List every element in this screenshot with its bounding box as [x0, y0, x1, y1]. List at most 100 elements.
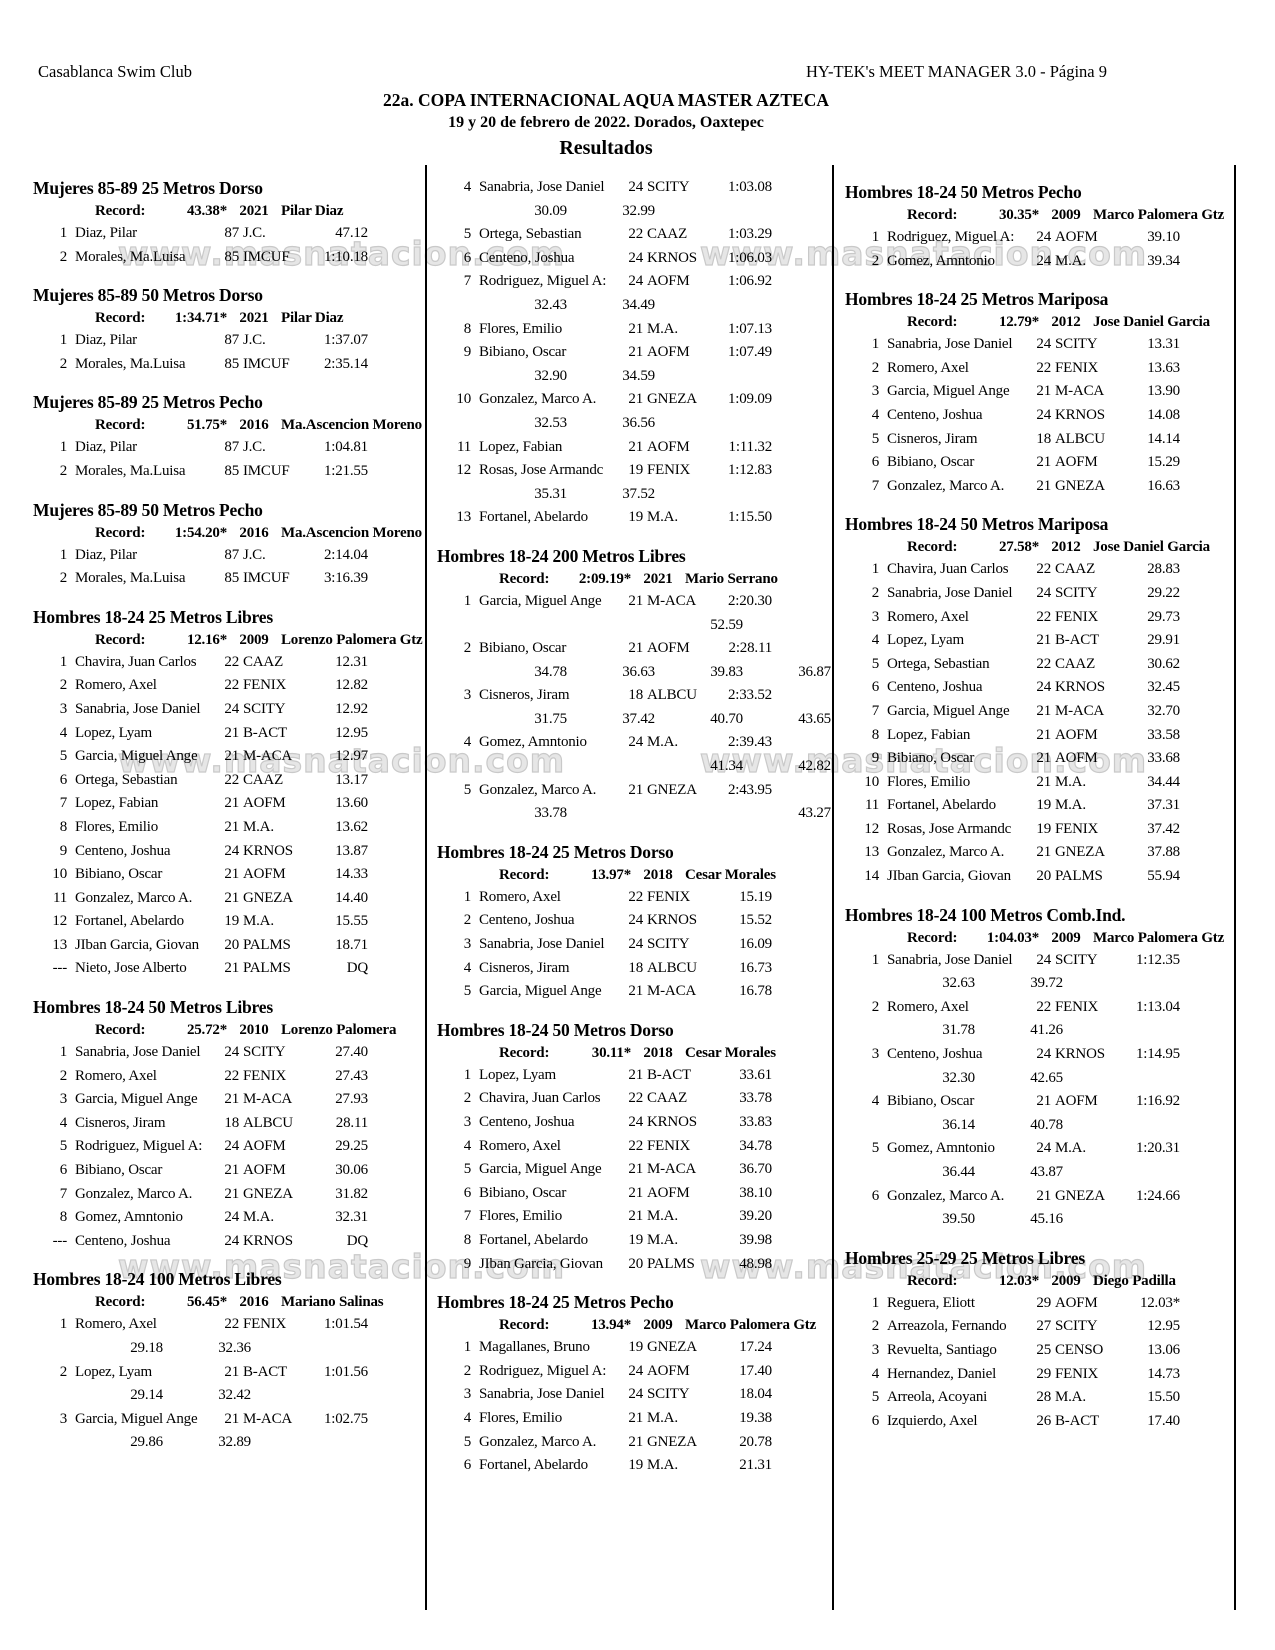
split-time: 31.78 [942, 1022, 975, 1039]
result-row: 10 Bibiano, Oscar 21 AOFM 14.33 [33, 863, 368, 887]
swimmer-age: 22 [224, 1067, 239, 1084]
place-number: 7 [463, 1208, 472, 1225]
record-holder: Jose Daniel Garcia [1093, 314, 1210, 331]
record-label: Record: [499, 570, 550, 587]
place-number: 5 [59, 748, 68, 765]
result-row: 5 Garcia, Miguel Ange 21 M-ACA 16.78 [437, 980, 773, 1004]
place-number: 4 [463, 959, 472, 976]
team-code: CAAZ [1055, 561, 1096, 578]
team-code: SCITY [1055, 584, 1098, 601]
result-row: 8 Gomez, Amntonio 24 M.A. 32.31 [33, 1206, 369, 1230]
team-code: B-ACT [647, 1066, 692, 1083]
team-code: M.A. [647, 320, 678, 337]
result-row: 5 Cisneros, Jiram 18 ALBCU 14.14 [845, 428, 1181, 452]
event-title: Mujeres 85-89 25 Metros Dorso [33, 178, 263, 198]
place-number: 4 [463, 734, 472, 751]
final-time: 39.10 [1147, 229, 1180, 245]
team-code: ALBCU [647, 687, 697, 704]
final-time: 13.06 [1147, 1341, 1180, 1358]
record-year: 2012 [1051, 539, 1081, 556]
place-number: 4 [59, 1114, 68, 1131]
swimmer-age: 21 [1036, 702, 1051, 719]
place-number: 4 [871, 1365, 880, 1382]
place-number: 5 [871, 1140, 880, 1157]
split-time: 30.09 [534, 202, 567, 219]
final-time: 33.78 [739, 1090, 772, 1107]
result-row: 1 Garcia, Miguel Ange 21 M-ACA 2:20.30 [437, 590, 773, 614]
swimmer-age: 22 [224, 771, 239, 788]
swimmer-age: 22 [1036, 608, 1051, 625]
swimmer-age: 24 [628, 734, 643, 751]
swimmer-name: Lopez, Fabian [479, 438, 563, 455]
result-row: 5 Garcia, Miguel Ange 21 M-ACA 36.70 [437, 1158, 773, 1182]
final-time: 15.52 [739, 912, 772, 929]
swimmer-age: 22 [628, 888, 643, 905]
swimmer-name: Sanabria, Jose Daniel [887, 951, 1013, 968]
swimmer-age: 24 [224, 700, 239, 717]
final-time: 16.78 [739, 983, 772, 1000]
result-row: 6 Ortega, Sebastian 22 CAAZ 13.17 [33, 769, 369, 793]
swimmer-name: Fortanel, Abelardo [479, 1457, 588, 1474]
record-year: 2021 [239, 310, 269, 327]
swimmer-age: 21 [224, 1162, 239, 1179]
final-time: 55.94 [1147, 868, 1180, 885]
swimmer-name: Centeno, Joshua [887, 406, 983, 423]
swimmer-name: Garcia, Miguel Ange [75, 1410, 198, 1427]
event-section: Mujeres 85-89 50 Metros Pecho Record: 1:54… [33, 498, 425, 591]
record-indent [437, 864, 499, 886]
result-row: 9 JIban Garcia, Giovan 20 PALMS 48.98 [437, 1253, 773, 1277]
swimmer-age: 24 [1036, 229, 1051, 245]
team-code: AOFM [1055, 229, 1098, 245]
swimmer-name: Chavira, Juan Carlos [887, 561, 1009, 578]
event-section: Mujeres 85-89 25 Metros Pecho Record: 51.7… [33, 390, 425, 483]
event-section: Hombres 18-24 25 Metros Mariposa Record: 1… [845, 287, 1235, 498]
team-code: IMCUF [243, 355, 290, 372]
split-time: 39.50 [942, 1211, 975, 1228]
record-indent [845, 536, 907, 558]
team-code: M-ACA [647, 983, 697, 1000]
record-line: Record: 51.75* 2016 Ma.Ascencion Moreno [33, 414, 425, 436]
place-number: 5 [871, 1389, 880, 1406]
team-code: AOFM [1055, 750, 1098, 767]
result-row: 2 Gomez, Amntonio 24 M.A. 39.34 [845, 250, 1181, 274]
final-time: 33.68 [1147, 750, 1180, 767]
record-label: Record: [907, 929, 958, 946]
swimmer-name: Gonzalez, Marco A. [887, 477, 1005, 494]
splits-indent [845, 1114, 887, 1138]
swimmer-age: 21 [628, 781, 643, 798]
place-number: 3 [871, 608, 880, 625]
place-number: 3 [59, 1091, 68, 1108]
team-code: AOFM [243, 795, 286, 812]
place-number: 12 [456, 462, 471, 479]
event-section: Hombres 18-24 200 Metros Libres Record: 2:… [437, 544, 832, 826]
swimmer-age: 85 [224, 570, 239, 587]
record-time: 1:34.71* [174, 310, 227, 327]
final-time: 1:37.07 [323, 332, 368, 349]
event-title: Hombres 18-24 50 Metros Libres [33, 997, 273, 1018]
place-number: 2 [59, 248, 68, 265]
team-code: B-ACT [243, 724, 288, 741]
splits-row: 30.09 32.99 [437, 200, 831, 224]
record-time: 12.03* [998, 1272, 1039, 1289]
record-label: Record: [907, 1272, 958, 1289]
swimmer-age: 24 [628, 936, 643, 953]
event-title: Hombres 18-24 25 Metros Libres [33, 606, 273, 627]
swimmer-age: 22 [1036, 561, 1051, 578]
results-column-2: 4 Sanabria, Jose Daniel 24 SCITY 1:03.08 30.0… [437, 176, 832, 1492]
result-row: 2 Bibiano, Oscar 21 AOFM 2:28.11 [437, 637, 773, 661]
record-year: 2009 [239, 631, 269, 648]
place-number: 1 [871, 336, 880, 353]
split-time: 32.63 [942, 975, 975, 992]
place-number: 8 [59, 1209, 68, 1226]
swimmer-age: 22 [224, 653, 239, 670]
result-row: 5 Garcia, Miguel Ange 21 M-ACA 12.97 [33, 745, 369, 769]
final-time: 14.14 [1147, 430, 1180, 447]
split-time: 42.82 [798, 758, 831, 775]
team-code: FENIX [1055, 820, 1099, 837]
split-time: 32.99 [622, 202, 655, 219]
swimmer-name: Garcia, Miguel Ange [479, 983, 602, 1000]
split-time: 40.70 [710, 710, 743, 727]
split-time: 32.36 [218, 1340, 251, 1356]
swimmer-age: 19 [224, 913, 239, 930]
